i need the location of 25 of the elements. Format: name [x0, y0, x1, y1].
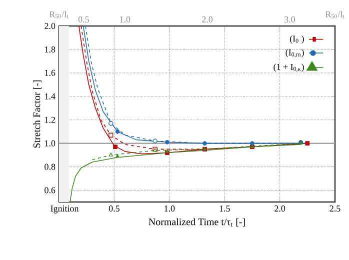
legend-label: (I$_{0}$ ): [290, 35, 304, 44]
y-tick-label: 1.0: [45, 140, 56, 146]
text: R$_{50}$/l$_{t}$: [325, 10, 344, 18]
y-tick-label: 0.6: [44, 187, 56, 194]
y-tick-label: 1.2: [45, 116, 55, 123]
legend-label: (I$_{0,rn}$): [286, 49, 304, 58]
x-tick-label: 2.5: [330, 206, 340, 212]
x2-axis-title: R$_{50}$/l$_{t}$: [49, 10, 68, 18]
x-tick-label: Ignition: [50, 206, 79, 214]
x-tick-label: 0.5: [108, 206, 120, 212]
y-tick-label: 0.8: [44, 164, 56, 170]
y-tick-label: 1.6: [45, 70, 56, 76]
x2-tick-label: 2.0: [202, 16, 213, 22]
y-tick-label: 1.8: [45, 46, 56, 53]
legend-label: (1 + I$_{0,κ}$): [274, 64, 304, 72]
x-axis-title: Normalized Time t/τ$_{t}$ [-]: [148, 218, 245, 227]
y-tick-label: 1.4: [45, 93, 56, 100]
x2-tick-label: 1.0: [120, 16, 130, 22]
y-tick-label: 2.0: [44, 22, 56, 30]
x2-tick-label: 0.5: [78, 16, 89, 22]
x-tick-label: 1.5: [220, 206, 230, 212]
x-tick-label: 1.0: [164, 206, 175, 212]
x2-tick-label: 3.0: [284, 16, 295, 22]
y-axis-title: Stretch Factor [-]: [33, 80, 42, 148]
x-tick-label: 2.0: [274, 206, 286, 212]
